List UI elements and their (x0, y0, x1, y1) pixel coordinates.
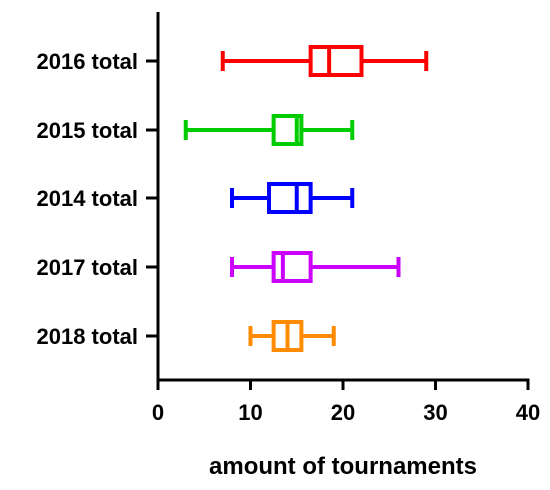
y-tick-label: 2018 total (37, 324, 139, 349)
x-axis-ticks: 0 10 20 30 40 (152, 380, 540, 425)
box-2018-total (248, 320, 336, 352)
plot-area (183, 45, 429, 352)
box-2015-total (183, 114, 355, 146)
x-tick-label: 40 (516, 400, 540, 425)
box-2014-total (230, 182, 355, 214)
box-iqr (267, 182, 313, 214)
y-tick-label: 2014 total (37, 186, 139, 211)
x-tick-label: 10 (238, 400, 262, 425)
box-2017-total (230, 251, 401, 283)
y-tick-label: 2016 total (37, 49, 139, 74)
box-iqr (308, 45, 364, 77)
x-axis-title: amount of tournaments (209, 453, 477, 480)
box-2016-total (220, 45, 429, 77)
x-tick-label: 30 (423, 400, 447, 425)
y-tick-label: 2017 total (37, 255, 139, 280)
box-iqr (271, 114, 304, 146)
y-tick-label: 2015 total (37, 118, 139, 143)
x-tick-label: 0 (152, 400, 164, 425)
y-axis-ticks: 2016 total 2015 total 2014 total 2017 total… (37, 49, 158, 349)
box-iqr (271, 251, 313, 283)
x-tick-label: 20 (331, 400, 355, 425)
